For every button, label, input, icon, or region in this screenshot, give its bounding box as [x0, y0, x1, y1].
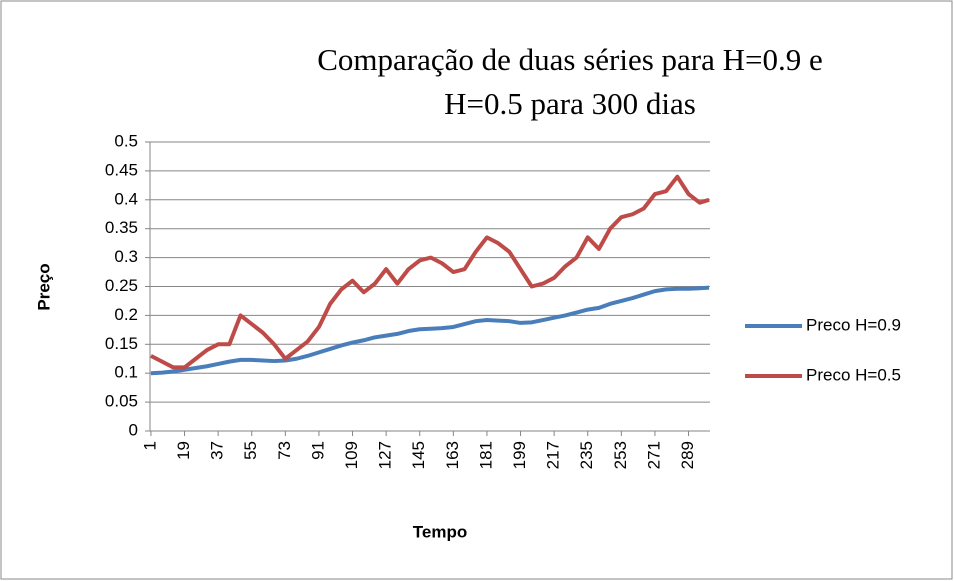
x-tick-label: 19: [174, 441, 193, 460]
x-axis-label: Tempo: [413, 522, 467, 541]
y-tick-label: 0.35: [105, 218, 138, 237]
x-tick-label: 199: [510, 441, 529, 469]
x-tick-label: 109: [342, 441, 361, 469]
chart-title: Comparação de duas séries para H=0.9 e H…: [317, 42, 823, 121]
x-tick-label: 73: [275, 441, 294, 460]
x-tick-label: 163: [443, 441, 462, 469]
x-tick-label: 55: [241, 441, 260, 460]
x-tick-label: 271: [644, 441, 663, 469]
y-tick-label: 0.4: [114, 189, 138, 208]
y-tick-label: 0.15: [105, 334, 138, 353]
series-line: [150, 285, 710, 376]
legend-label: Preco H=0.9: [806, 315, 901, 334]
y-tick-label: 0: [129, 420, 138, 439]
y-tick-label: 0.45: [105, 160, 138, 179]
y-tick-label: 0.1: [114, 363, 138, 382]
y-tick-label: 0.2: [114, 305, 138, 324]
series-line: [150, 174, 710, 370]
y-axis-label: Preço: [34, 263, 53, 310]
x-tick-label: 37: [208, 441, 227, 460]
x-tick-label: 253: [611, 441, 630, 469]
x-tick-label: 127: [376, 441, 395, 469]
legend-label: Preco H=0.5: [806, 365, 901, 384]
x-tick-label: 145: [409, 441, 428, 469]
x-tick-label: 289: [678, 441, 697, 469]
y-tick-label: 0.25: [105, 276, 138, 295]
x-tick-label: 1: [140, 441, 159, 450]
y-tick-label: 0.05: [105, 392, 138, 411]
x-tick-label: 217: [544, 441, 563, 469]
y-tick-label: 0.3: [114, 247, 138, 266]
x-tick-label: 181: [476, 441, 495, 469]
x-tick-label: 91: [308, 441, 327, 460]
y-tick-label: 0.5: [114, 131, 138, 150]
x-tick-label: 235: [577, 441, 596, 469]
